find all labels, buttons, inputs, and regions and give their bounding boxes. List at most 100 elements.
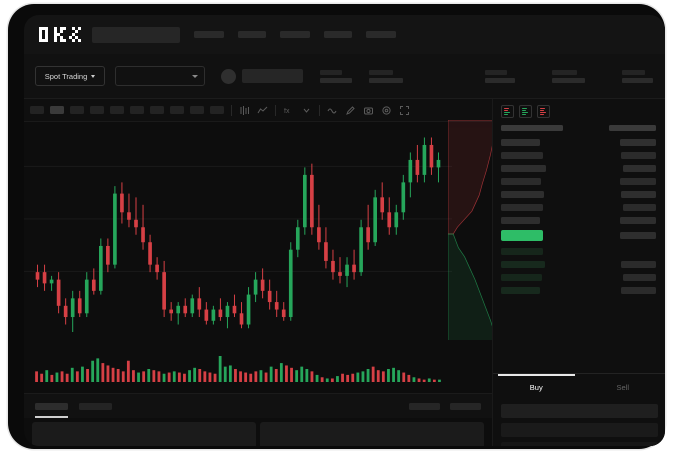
bottom-panel-1[interactable] — [32, 422, 256, 446]
orders-action-1[interactable] — [409, 402, 440, 410]
orderbook-ask-amount — [619, 139, 656, 146]
orderbook-ask-row[interactable] — [501, 139, 540, 146]
market-stat-2 — [369, 69, 403, 83]
tablet-bezel: Spot Trading — [8, 4, 665, 449]
timeframe-button-2[interactable] — [50, 106, 64, 114]
candlestick-chart-canvas — [24, 137, 452, 332]
fullscreen-icon[interactable] — [399, 105, 410, 116]
pair-name-label — [242, 69, 303, 83]
orders-action-2[interactable] — [450, 402, 481, 410]
market-stat-label — [320, 69, 342, 75]
trade-side-tabs: Buy Sell — [493, 374, 665, 400]
candlestick-chart[interactable] — [24, 122, 492, 340]
orderbook-bid-amount — [621, 261, 656, 268]
tab-sell[interactable]: Sell — [580, 374, 666, 400]
orders-tab-bar — [24, 393, 492, 418]
bottom-panels — [24, 418, 492, 446]
tab-buy[interactable]: Buy — [493, 374, 580, 400]
market-stat-label — [369, 69, 393, 75]
timeframe-button-8[interactable] — [170, 106, 184, 114]
market-stats-right — [468, 69, 653, 83]
orderbook-ask-row[interactable] — [501, 204, 543, 211]
app-screen: Spot Trading — [24, 15, 665, 446]
orderbook-bid-row[interactable] — [501, 274, 542, 281]
tab-buy-label: Buy — [529, 382, 543, 392]
orderbook-ask-amount — [619, 178, 656, 185]
orderbook-ask-amount — [621, 191, 656, 198]
order-field-3[interactable] — [501, 442, 658, 446]
market-stat-value — [552, 77, 585, 83]
market-header: Spot Trading — [24, 54, 665, 99]
market-stat-1 — [320, 69, 352, 83]
okx-logo-icon[interactable] — [39, 27, 81, 42]
orderbook-bids-icon[interactable] — [519, 105, 532, 118]
orderbook-ask-row[interactable] — [501, 217, 540, 224]
orderbook-both-icon[interactable] — [501, 105, 514, 118]
chart-toolbar: fx — [24, 99, 492, 122]
orderbook-current-price — [501, 230, 543, 241]
indicators-icon[interactable]: fx — [283, 105, 294, 116]
order-field-1[interactable] — [501, 404, 658, 418]
timeframe-button-7[interactable] — [150, 106, 164, 114]
orderbook-ask-row[interactable] — [501, 178, 542, 185]
timeframe-button-4[interactable] — [90, 106, 104, 114]
camera-icon[interactable] — [363, 105, 374, 116]
market-stat-5 — [622, 69, 653, 83]
toolbar-divider-3 — [319, 104, 320, 116]
orderbook-bid-row[interactable] — [501, 261, 545, 268]
bottom-panel-2[interactable] — [260, 422, 484, 446]
candlestick-chart-icon[interactable] — [239, 105, 250, 116]
market-stat-4 — [552, 69, 585, 83]
orderbook-asks-icon[interactable] — [537, 105, 550, 118]
timeframe-button-1[interactable] — [30, 106, 44, 114]
tab-order-history[interactable] — [79, 402, 112, 410]
orderbook-panel: Buy Sell — [492, 99, 665, 446]
timeframe-button-9[interactable] — [190, 106, 204, 114]
timeframe-button-6[interactable] — [130, 106, 144, 114]
market-stat-label — [622, 69, 645, 75]
market-depth-chart — [448, 120, 500, 348]
timeframe-group — [24, 106, 224, 114]
trading-mode-label: Spot Trading — [44, 71, 88, 81]
order-field-2[interactable] — [501, 423, 658, 437]
market-stats-left — [303, 69, 403, 83]
orderbook-bid-row[interactable] — [501, 287, 540, 294]
market-stat-value — [485, 77, 515, 83]
line-chart-icon[interactable] — [257, 105, 268, 116]
orderbook-view-modes — [493, 99, 665, 123]
nav-item-2[interactable] — [238, 31, 266, 38]
svg-text:fx: fx — [284, 108, 290, 115]
orderbook-ask-row[interactable] — [501, 152, 543, 159]
tab-sell-label: Sell — [616, 382, 629, 392]
market-stat-label — [485, 69, 507, 75]
tab-open-orders[interactable] — [35, 402, 68, 418]
settings-gear-icon[interactable] — [381, 105, 392, 116]
pencil-icon[interactable] — [345, 105, 356, 116]
wave-indicator-icon[interactable] — [327, 105, 338, 116]
timeframe-button-3[interactable] — [70, 106, 84, 114]
orderbook-bid-row[interactable] — [501, 248, 543, 255]
nav-item-3[interactable] — [280, 31, 310, 38]
timeframe-button-5[interactable] — [110, 106, 124, 114]
nav-item-1[interactable] — [194, 31, 224, 38]
orderbook-header-amount — [609, 125, 656, 131]
orderbook-bid-amount — [622, 274, 656, 281]
toolbar-divider — [231, 104, 232, 116]
order-form-fields — [493, 404, 665, 446]
toolbar-divider-2 — [275, 104, 276, 116]
coin-avatar-icon — [221, 68, 236, 84]
orderbook-rows[interactable] — [493, 123, 665, 313]
nav-item-4[interactable] — [324, 31, 352, 38]
orderbook-ask-row[interactable] — [501, 191, 545, 198]
global-search-input[interactable] — [92, 26, 180, 43]
timeframe-button-10[interactable] — [210, 106, 224, 114]
orderbook-ask-amount — [621, 152, 656, 159]
chevron-down-icon[interactable] — [301, 105, 312, 116]
trading-mode-select[interactable]: Spot Trading — [35, 66, 105, 86]
orderbook-ask-row[interactable] — [501, 165, 546, 172]
nav-item-5[interactable] — [366, 31, 396, 38]
pair-select[interactable] — [115, 66, 205, 86]
orderbook-ask-amount — [622, 165, 656, 172]
top-navigation-bar — [24, 15, 665, 54]
